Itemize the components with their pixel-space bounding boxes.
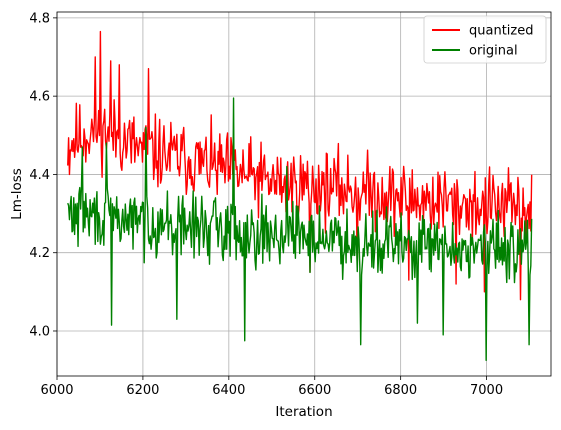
y-tick-label: 4.6 bbox=[29, 90, 50, 105]
y-tick-label: 4.4 bbox=[29, 168, 50, 183]
x-tick-label: 6000 bbox=[40, 383, 73, 398]
x-tick-label: 6600 bbox=[298, 383, 331, 398]
y-axis-label: Lm-loss bbox=[9, 168, 25, 220]
legend-label-original: original bbox=[469, 44, 518, 59]
series-line-quantized bbox=[67, 30, 533, 301]
y-axis-ticks: 4.0 4.2 4.4 4.6 4.8 bbox=[29, 11, 57, 339]
y-tick-label: 4.8 bbox=[29, 11, 50, 26]
legend-box bbox=[423, 15, 547, 64]
legend: quantized original bbox=[423, 15, 547, 64]
series-layer bbox=[67, 30, 533, 362]
series-line-original bbox=[67, 97, 533, 362]
x-tick-label: 6200 bbox=[126, 383, 159, 398]
x-tick-label: 6800 bbox=[384, 383, 417, 398]
x-axis-ticks: 6000 6200 6400 6600 6800 7000 bbox=[40, 376, 503, 398]
y-tick-label: 4.2 bbox=[29, 246, 50, 261]
x-tick-label: 7000 bbox=[470, 383, 503, 398]
x-tick-label: 6400 bbox=[212, 383, 245, 398]
plot-frame bbox=[56, 11, 552, 377]
x-axis-label: Iteration bbox=[275, 404, 332, 420]
y-tick-label: 4.0 bbox=[29, 324, 50, 339]
legend-label-quantized: quantized bbox=[469, 24, 533, 39]
